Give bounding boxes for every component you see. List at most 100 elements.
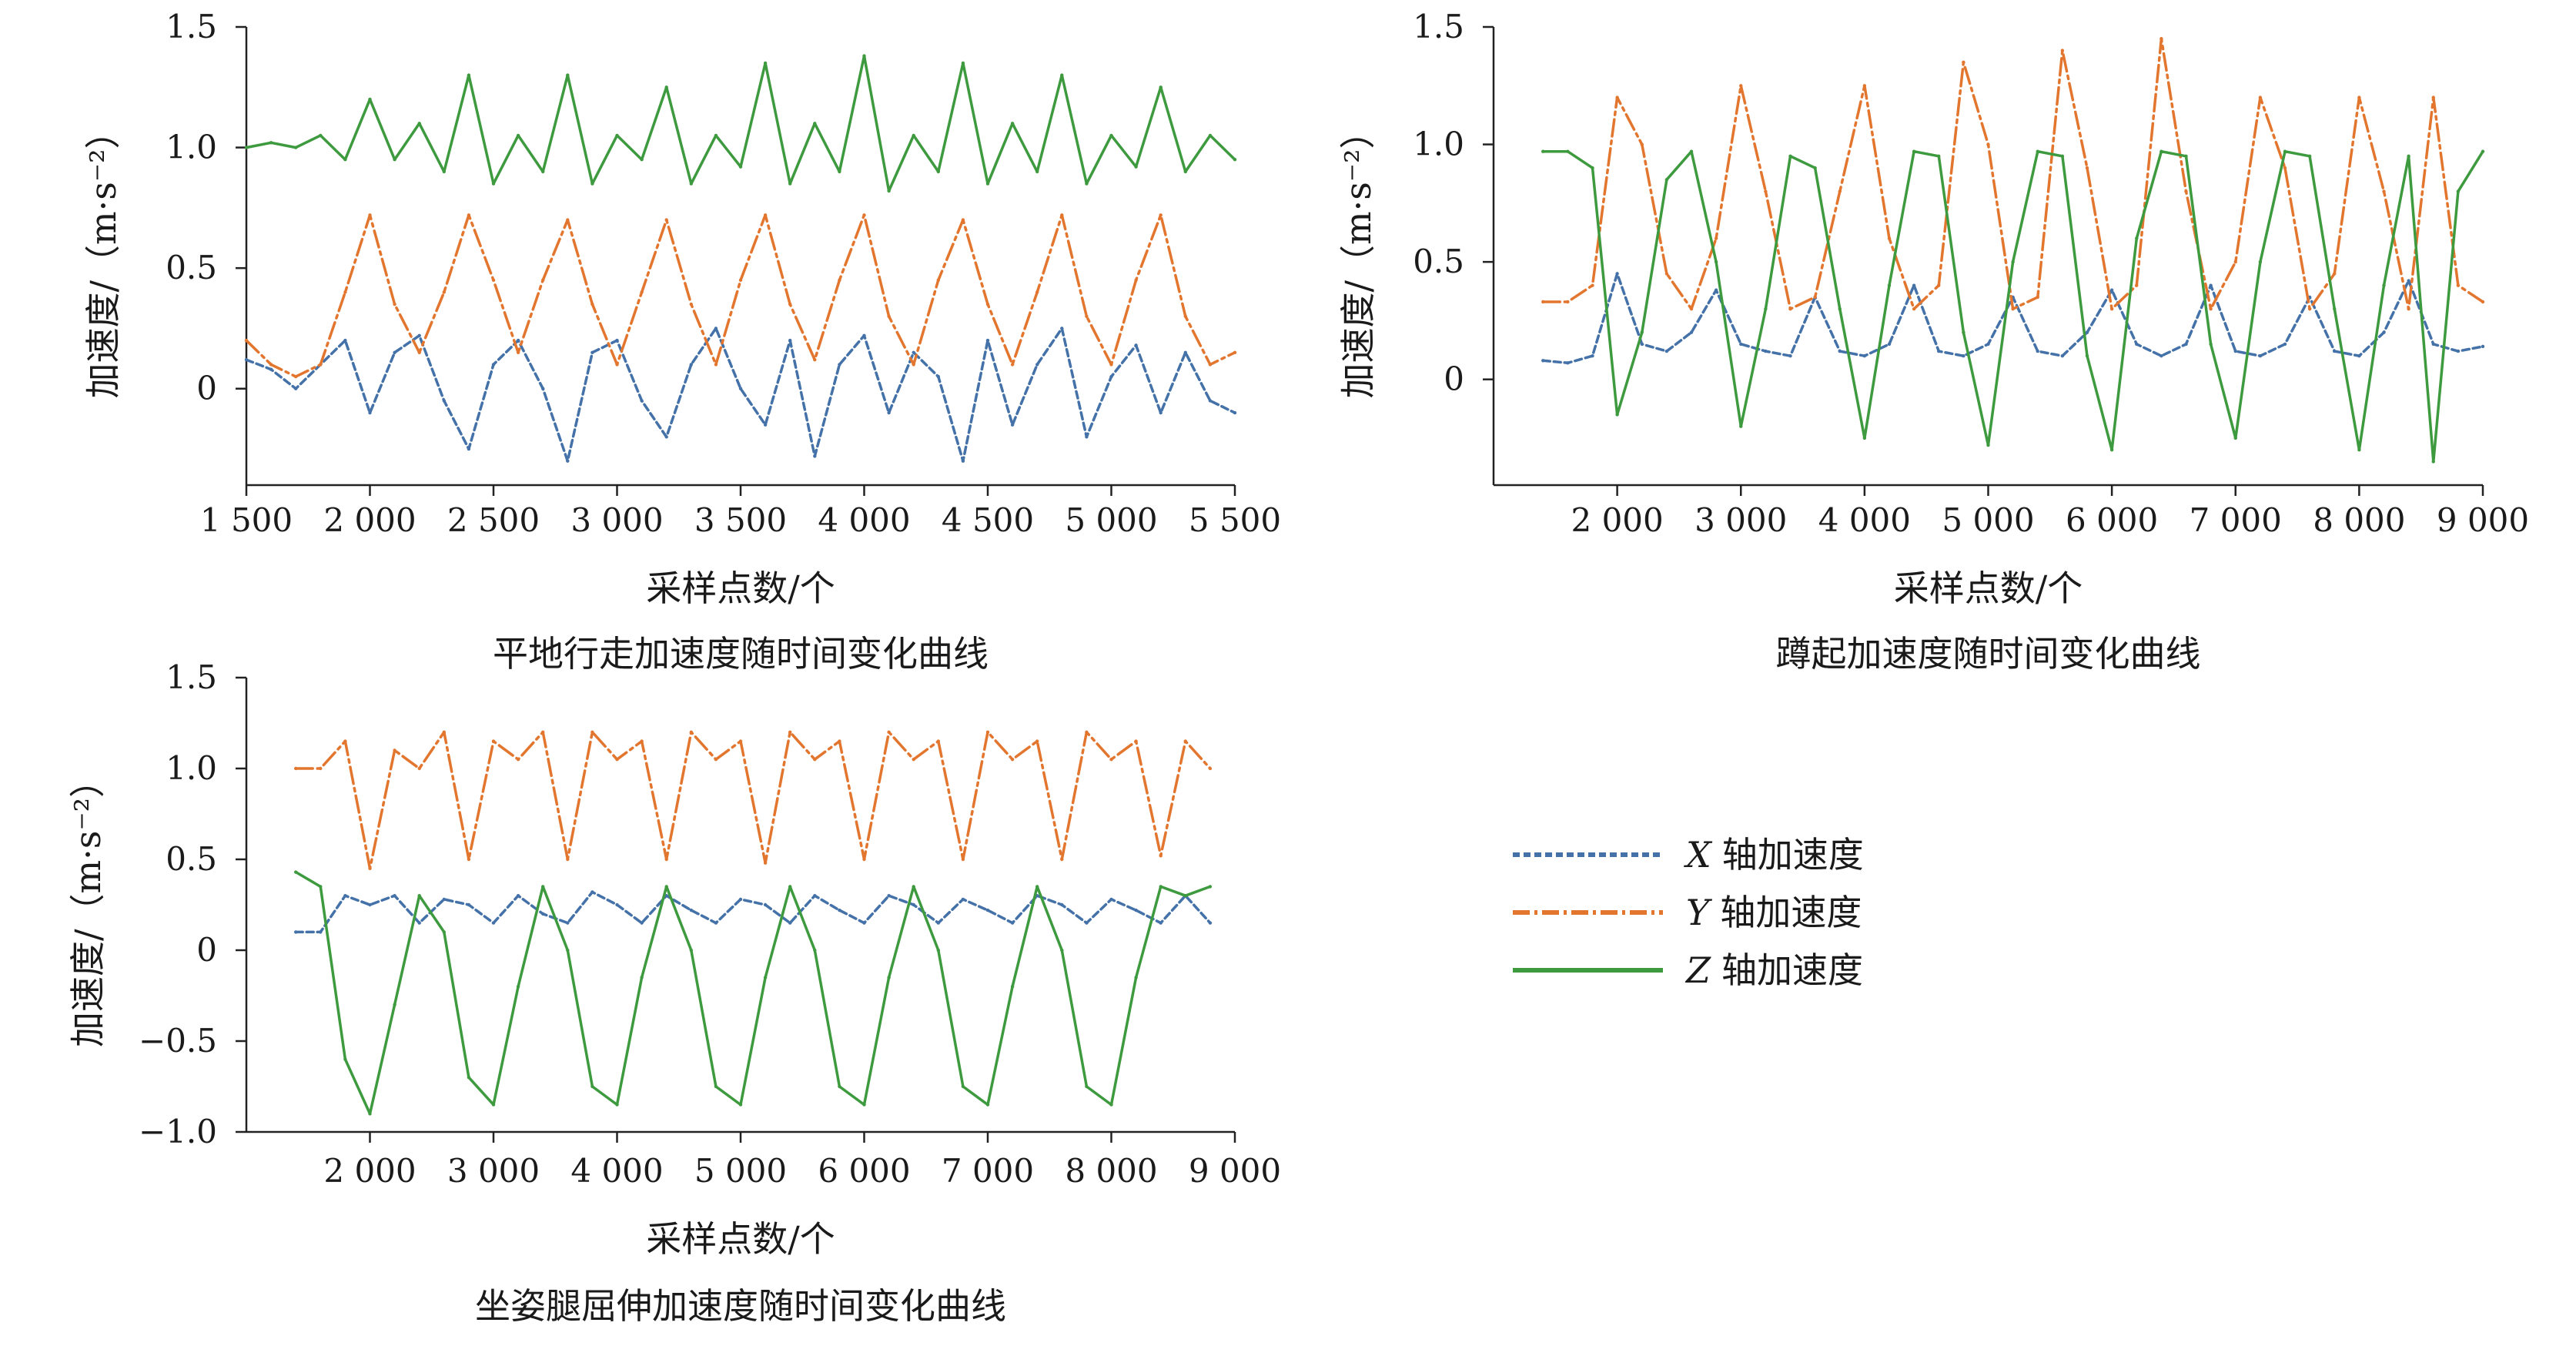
data-point-z <box>2011 259 2015 264</box>
data-point-z <box>763 976 768 979</box>
data-point-x <box>2109 288 2114 292</box>
data-point-z <box>862 54 866 58</box>
data-point-z <box>566 948 570 953</box>
data-point-z <box>566 73 570 77</box>
data-point-y <box>1986 142 1990 146</box>
data-point-y <box>1109 758 1113 762</box>
data-point-y <box>343 739 347 743</box>
x-tick-label: 4 500 <box>942 501 1034 539</box>
data-point-z <box>2307 154 2312 159</box>
data-point-x <box>491 921 496 925</box>
data-point-x <box>862 333 866 338</box>
data-point-x <box>1134 908 1138 912</box>
chart-walking: 0 0.5 1.0 1.5 1 500 2 000 2 500 3 000 3 500 4 000… <box>82 8 1281 675</box>
data-point-y <box>2011 306 2015 311</box>
chart-caption: 平地行走加速度随时间变化曲线 <box>493 633 989 675</box>
data-point-x <box>269 367 273 371</box>
y-tick-label: 1.0 <box>1413 126 1464 163</box>
data-point-x <box>566 459 570 463</box>
data-point-x <box>1109 374 1113 379</box>
legend-axis-symbol: Y <box>1686 892 1713 933</box>
data-point-x <box>467 902 471 907</box>
data-point-z <box>640 976 644 979</box>
data-point-x <box>961 459 965 463</box>
data-point-y <box>516 350 520 354</box>
data-point-z <box>442 930 446 934</box>
data-point-z <box>442 169 446 174</box>
data-point-z <box>788 182 792 186</box>
data-point-y <box>393 748 396 752</box>
data-point-z <box>2209 342 2213 347</box>
data-point-z <box>838 169 841 174</box>
data-point-y <box>1060 213 1064 217</box>
data-point-y <box>862 213 866 217</box>
data-point-x <box>417 333 421 338</box>
data-point-y <box>417 766 421 771</box>
data-point-z <box>936 169 941 174</box>
data-point-y <box>467 857 471 862</box>
data-point-x <box>1010 423 1015 427</box>
data-point-z <box>1566 149 1570 153</box>
data-point-y <box>1541 300 1545 304</box>
data-point-z <box>1764 306 1768 311</box>
data-point-x <box>2159 353 2163 358</box>
y-tick-label: 0.5 <box>166 249 217 286</box>
data-point-x <box>1591 353 1594 358</box>
data-point-y <box>2209 306 2213 311</box>
data-point-y <box>1085 314 1089 318</box>
data-point-x <box>763 902 768 907</box>
data-point-y <box>640 739 644 743</box>
data-point-z <box>2431 460 2435 464</box>
data-point-x <box>343 338 347 343</box>
data-point-z <box>1887 283 1892 287</box>
data-point-z <box>2333 306 2337 311</box>
data-point-y <box>862 857 866 862</box>
data-point-x <box>1664 349 1669 353</box>
data-point-z <box>1060 73 1064 77</box>
data-point-y <box>2135 283 2139 287</box>
data-point-y <box>590 730 594 734</box>
data-point-y <box>1134 278 1138 283</box>
data-point-z <box>1664 178 1669 182</box>
data-point-y <box>2258 95 2263 99</box>
data-point-x <box>1208 921 1213 925</box>
series-line-x <box>245 326 1236 463</box>
data-point-z <box>2283 149 2287 153</box>
x-tick-label: 4 000 <box>570 1152 663 1190</box>
data-point-y <box>467 213 471 217</box>
x-tick-label: 6 000 <box>818 1152 910 1190</box>
data-point-x <box>615 338 619 343</box>
y-tick-label: 0.5 <box>166 840 217 878</box>
x-tick-label: 8 000 <box>1065 1152 1157 1190</box>
data-point-x <box>1208 399 1213 403</box>
data-point-y <box>2036 295 2039 300</box>
data-point-z <box>985 1103 990 1107</box>
data-point-x <box>1085 921 1089 925</box>
data-point-y <box>1134 739 1138 743</box>
data-point-x <box>788 921 792 925</box>
data-point-z <box>491 1103 496 1107</box>
data-point-z <box>1208 885 1213 889</box>
data-point-y <box>1937 283 1941 287</box>
data-point-z <box>985 182 990 186</box>
data-point-z <box>1233 158 1237 162</box>
data-point-y <box>1764 189 1768 193</box>
data-point-x <box>689 363 693 367</box>
data-point-y <box>319 766 323 771</box>
data-point-y <box>516 758 520 762</box>
y-axis-title: 加速度/（m·s⁻²） <box>67 762 109 1047</box>
data-point-x <box>2036 349 2039 353</box>
data-point-y <box>985 302 990 306</box>
data-point-y <box>1689 306 1694 311</box>
y-tick-label: 1.5 <box>166 658 217 696</box>
data-point-x <box>615 902 619 907</box>
data-point-y <box>887 314 891 318</box>
x-tick-label: 3 000 <box>447 1152 540 1190</box>
data-point-x <box>1541 359 1545 363</box>
data-point-y <box>1714 236 1718 240</box>
series-line-z <box>294 870 1212 1116</box>
data-point-y <box>2382 189 2386 193</box>
data-point-y <box>2333 272 2337 276</box>
legend-label-z: Z 轴加速度 <box>1684 949 1863 991</box>
data-point-z <box>516 133 520 138</box>
